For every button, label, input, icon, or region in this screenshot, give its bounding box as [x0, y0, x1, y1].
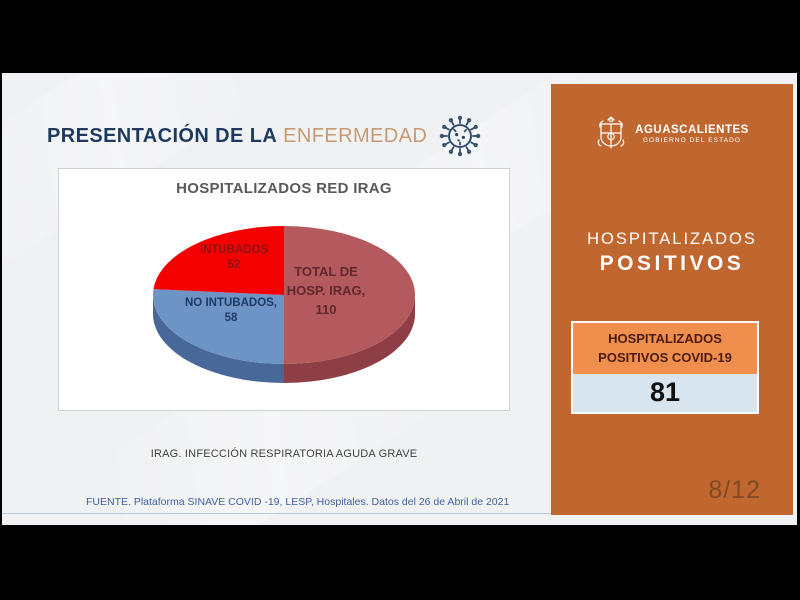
stat-card: HOSPITALIZADOS POSITIVOS COVID-19 81: [571, 321, 759, 414]
page-title-prefix: PRESENTACIÓN DE LA: [47, 124, 278, 147]
divider-line: [2, 513, 551, 514]
coat-of-arms-icon: [597, 116, 625, 149]
chart-title: HOSPITALIZADOS RED IRAG: [176, 180, 392, 197]
pie-label-total: TOTAL DE HOSP. IRAG, 110: [286, 264, 366, 317]
page-title-suffix: ENFERMEDAD: [283, 124, 428, 147]
logo-org-name: AGUASCALIENTES: [635, 124, 749, 136]
stat-card-label: HOSPITALIZADOS POSITIVOS COVID-19: [573, 323, 757, 374]
pie-label-no-intubados: NO INTUBADOS, 58: [185, 297, 277, 324]
source-citation: FUENTE. Plataforma SINAVE COVID -19, LES…: [86, 496, 510, 508]
slide-header: PRESENTACIÓN DE LA ENFERMEDAD: [47, 115, 481, 157]
sidebar-panel: AGUASCALIENTES GOBIERNO DEL ESTADO HOSPI…: [551, 84, 793, 515]
stat-card-value: 81: [573, 373, 757, 412]
panel-heading-line2: POSITIVOS: [599, 252, 745, 275]
chart-card: HOSPITALIZADOS RED IRAG TOTAL DE HOSP. I…: [58, 168, 510, 411]
logo-sub-name: GOBIERNO DEL ESTADO: [642, 137, 742, 144]
page-title: PRESENTACIÓN DE LA ENFERMEDAD: [47, 125, 427, 148]
pie-label-intubados: INTUBADOS 52: [199, 244, 269, 271]
coronavirus-icon: [439, 115, 481, 157]
page-indicator: 8/12: [708, 476, 761, 504]
panel-heading: HOSPITALIZADOS POSITIVOS: [551, 230, 793, 276]
panel-heading-line1: HOSPITALIZADOS: [587, 230, 757, 248]
presentation-slide: PRESENTACIÓN DE LA ENFERMEDAD: [2, 73, 797, 525]
chart-footnote: IRAG. INFECCIÓN RESPIRATORIA AGUDA GRAVE: [150, 448, 418, 460]
pie-chart: [153, 226, 415, 383]
government-logo: AGUASCALIENTES GOBIERNO DEL ESTADO: [551, 114, 793, 154]
logo-text: AGUASCALIENTES GOBIERNO DEL ESTADO: [635, 124, 749, 144]
